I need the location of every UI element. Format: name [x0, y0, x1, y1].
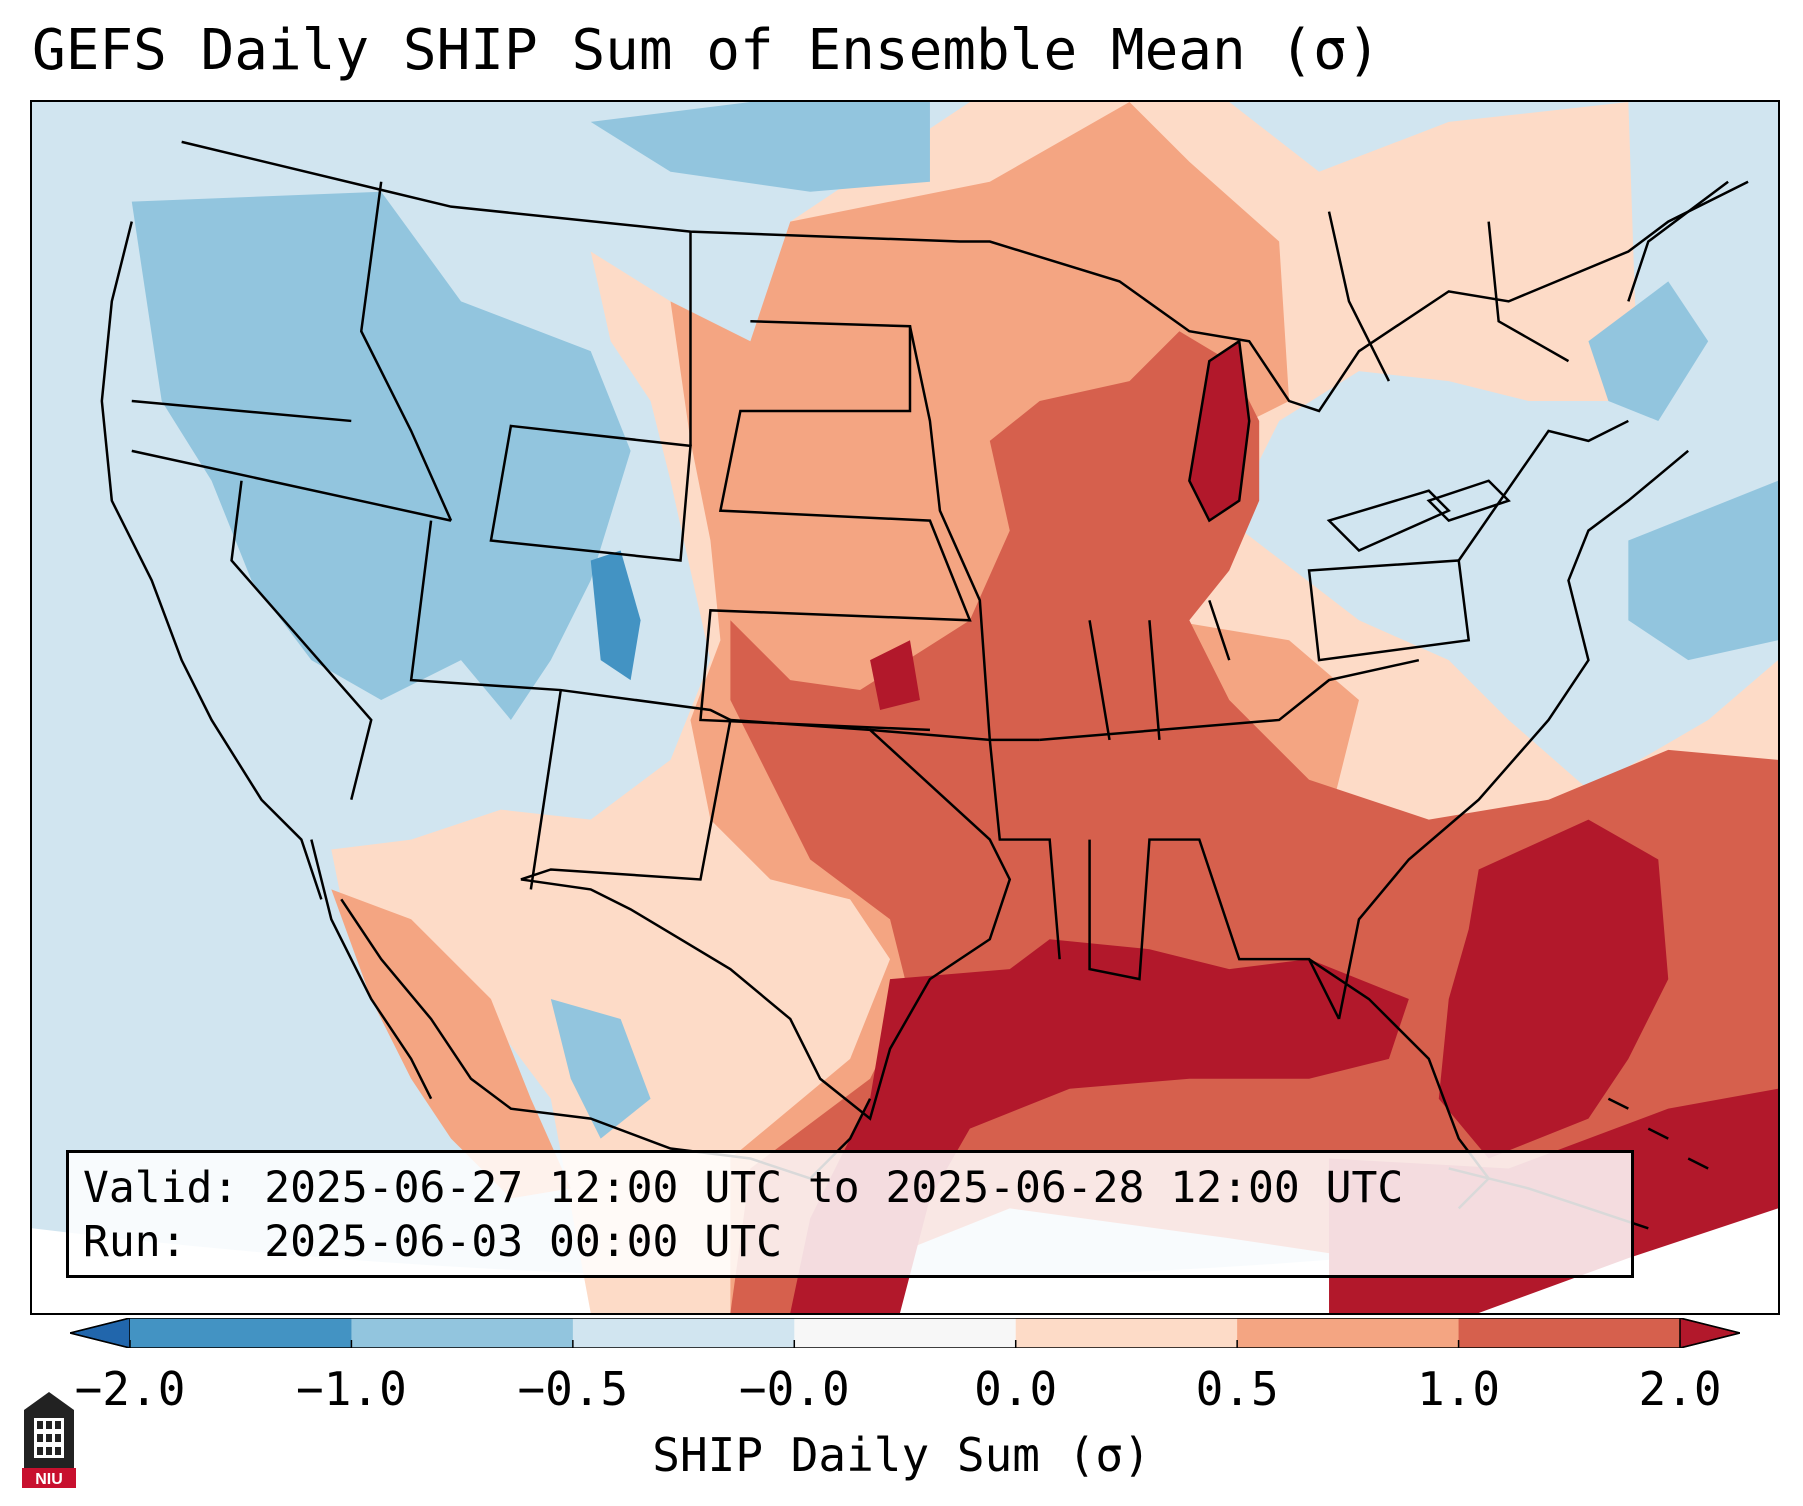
- canada-interior: [1327, 180, 1729, 382]
- mn-ia-mo: [908, 326, 1040, 742]
- field-blue-west: [131, 191, 631, 720]
- baja: [310, 839, 433, 1100]
- field-deep-red-lake-michigan: [1189, 341, 1250, 521]
- ca-coast: [100, 221, 323, 900]
- ut-az-nm-co: [409, 520, 732, 881]
- great-lakes-il-in-oh: [1088, 599, 1231, 741]
- colorbar-tick-label: 0.5: [1195, 1362, 1279, 1416]
- niu-logo: NIU: [22, 1392, 76, 1488]
- colorbar-segment: [1015, 1318, 1238, 1348]
- field-deep-red-gulf: [790, 939, 1409, 1313]
- political-boundaries: [100, 140, 1749, 1230]
- field-blue-mexico: [550, 999, 651, 1139]
- run-time-text: Run: 2025-06-03 00:00 UTC: [83, 1217, 782, 1267]
- valid-time-text: Valid: 2025-06-27 12:00 UTC to 2025-06-2…: [83, 1163, 1404, 1213]
- ny-vt-nh: [1457, 419, 1629, 562]
- us-canada-border: [181, 140, 1749, 413]
- map-panel: [30, 100, 1780, 1315]
- colorbar-extend-high: [1679, 1318, 1740, 1348]
- colorbar-label: SHIP Daily Sum (σ): [652, 1428, 1151, 1482]
- field-deep-red-plains: [870, 640, 920, 710]
- tx-border: [520, 718, 1012, 1121]
- colorbar-segment: [130, 1318, 352, 1348]
- field-darker-blue-colorado: [590, 550, 641, 681]
- ms-al-ga: [1088, 838, 1341, 1020]
- wa-or: [131, 399, 352, 423]
- field-blue-northeast: [1588, 281, 1709, 421]
- colorbar-segment: [794, 1318, 1017, 1348]
- colorbar-tick-label: −1.0: [296, 1362, 407, 1416]
- colorbar-segment: [351, 1318, 574, 1348]
- colorbar-segment: [1237, 1318, 1460, 1348]
- colorbar-extend-low: [70, 1318, 131, 1348]
- lake-michigan: [1188, 339, 1251, 523]
- az-nm: [529, 689, 563, 890]
- bahamas: [1607, 1097, 1709, 1170]
- colorbar-tick-label: 0.0: [974, 1362, 1058, 1416]
- colorbar-segment: [572, 1318, 795, 1348]
- validity-info-box: Valid: 2025-06-27 12:00 UTC to 2025-06-2…: [66, 1150, 1634, 1278]
- colorbar-segment: [1458, 1318, 1681, 1348]
- ship-anomaly-map: [32, 102, 1778, 1313]
- colorbar-tick-label: 2.0: [1638, 1362, 1722, 1416]
- pa-ny: [1307, 559, 1471, 662]
- lake-erie: [1326, 489, 1451, 553]
- colorbar-tick-label: −2.0: [74, 1362, 186, 1416]
- or-ca-nv-id: [131, 449, 452, 522]
- field-blue-atlantic: [1628, 480, 1778, 661]
- map-title: GEFS Daily SHIP Sum of Ensemble Mean (σ): [32, 18, 1381, 83]
- id-mt: [359, 181, 453, 522]
- field-deep-red-atlantic: [1438, 819, 1669, 1159]
- colorbar-tick-label: 1.0: [1417, 1362, 1501, 1416]
- field-blue-north: [590, 102, 930, 192]
- niu-logo-text: NIU: [35, 1471, 63, 1488]
- ca-nv: [230, 480, 373, 800]
- colorbar-tick-label: −0.5: [517, 1362, 629, 1416]
- colorbar: [70, 1318, 1740, 1348]
- colorbar-tick-label: −0.0: [738, 1362, 850, 1416]
- lake-ontario: [1426, 479, 1511, 523]
- ok-ar-la: [869, 728, 1061, 960]
- nd-sd-ne-ks: [699, 320, 972, 732]
- atlantic-coast: [1337, 449, 1690, 1020]
- wy-box: [489, 424, 692, 562]
- field-orange-mexico: [331, 889, 571, 1199]
